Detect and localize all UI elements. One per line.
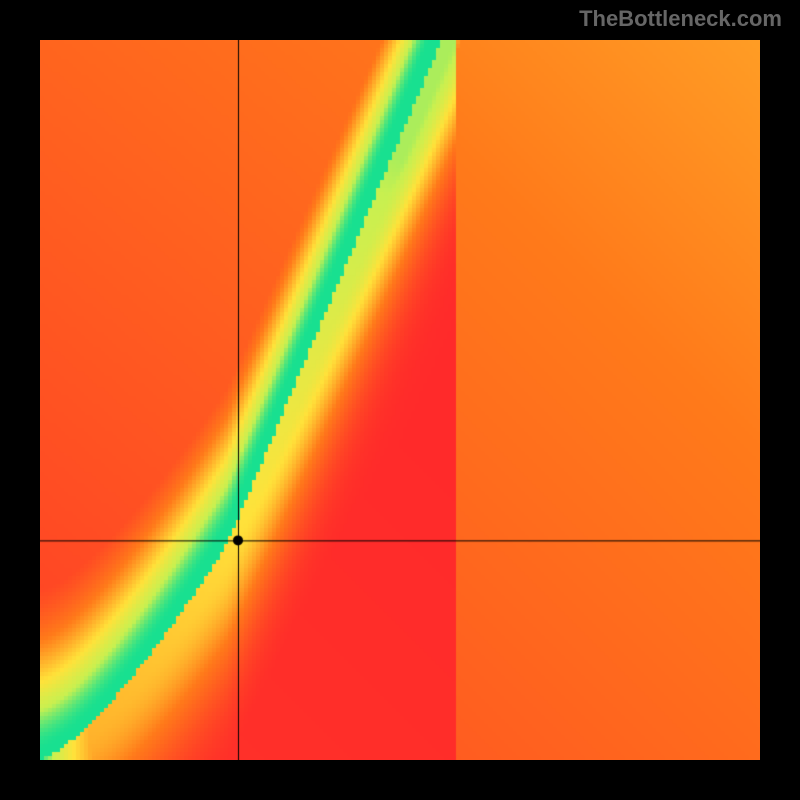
chart-container: TheBottleneck.com (0, 0, 800, 800)
watermark-text: TheBottleneck.com (579, 6, 782, 32)
plot-area (40, 40, 760, 760)
heatmap-canvas (40, 40, 760, 760)
